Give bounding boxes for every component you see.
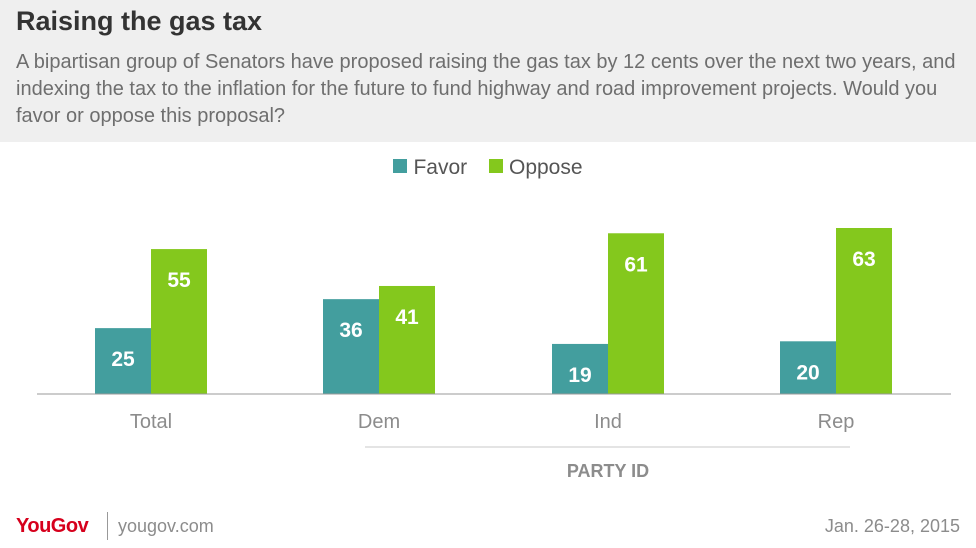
x-tick-label-rep: Rep	[818, 411, 855, 433]
chart-subtitle: A bipartisan group of Senators have prop…	[16, 51, 956, 127]
bar-oppose-total	[151, 249, 207, 394]
bar-oppose-ind	[608, 233, 664, 394]
yougov-logo: YouGov	[16, 515, 89, 537]
data-label-oppose-total: 55	[167, 269, 191, 292]
legend: Favor Oppose	[0, 156, 976, 180]
bar-favor-dem	[323, 299, 379, 394]
legend-label-favor: Favor	[413, 156, 468, 179]
survey-date: Jan. 26-28, 2015	[824, 516, 960, 536]
x-tick-label-ind: Ind	[594, 411, 622, 433]
header-panel: Raising the gas tax A bipartisan group o…	[0, 0, 976, 142]
data-label-favor-dem: 36	[339, 319, 362, 342]
group-label-party-id: PARTY ID	[567, 461, 649, 481]
legend-swatch-favor	[393, 159, 408, 173]
chart-title: Raising the gas tax	[16, 6, 263, 36]
footer-divider	[107, 512, 108, 540]
data-label-favor-total: 25	[111, 348, 135, 371]
footer-site: yougov.com	[118, 516, 214, 536]
legend-swatch-oppose	[488, 159, 503, 173]
bar-favor-total	[95, 328, 151, 394]
legend-label-oppose: Oppose	[508, 156, 583, 179]
bar-favor-rep	[780, 341, 836, 394]
bar-oppose-rep	[836, 228, 892, 394]
x-tick-label-total: Total	[130, 411, 172, 433]
bar-oppose-dem	[379, 285, 435, 394]
legend-item-favor: Favor	[393, 156, 467, 180]
x-tick-label-dem: Dem	[358, 411, 400, 433]
data-label-oppose-dem: 41	[395, 306, 419, 329]
data-label-favor-rep: 20	[796, 361, 819, 384]
legend-item-oppose: Oppose	[488, 156, 583, 180]
data-label-favor-ind: 19	[568, 364, 591, 387]
data-label-oppose-rep: 63	[852, 248, 875, 271]
data-label-oppose-ind: 61	[624, 253, 648, 276]
bar-favor-ind	[552, 343, 608, 394]
